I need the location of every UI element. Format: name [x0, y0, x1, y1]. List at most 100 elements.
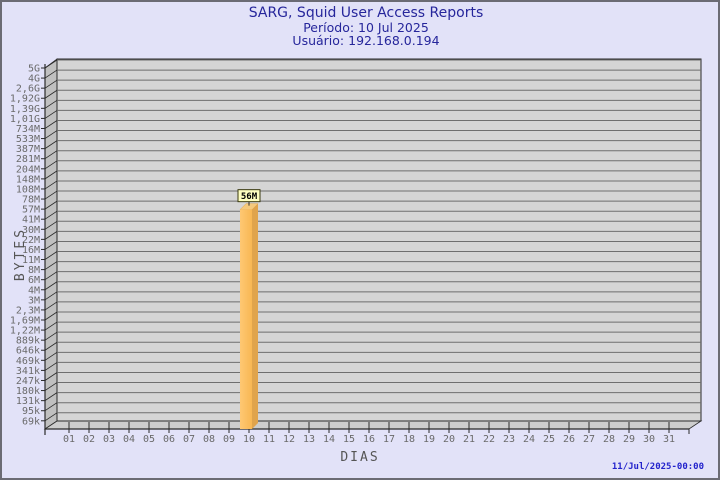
y-tick-connector [44, 69, 58, 79]
y-tick-connector [44, 200, 58, 210]
y-tick-label: 22M [22, 235, 40, 246]
x-tick-label: 16 [363, 434, 375, 445]
report-title: SARG, Squid User Access Reports [248, 5, 484, 21]
y-tick-label: 78M [22, 195, 40, 206]
y-tick-connector [44, 372, 58, 381]
y-tick-connector [44, 130, 58, 139]
chart-panel [56, 58, 702, 422]
y-tick-connector [44, 271, 58, 281]
y-tick-label: 1,92G [10, 94, 40, 105]
y-tick-label: 5G [28, 64, 40, 75]
y-tick-label: 281M [16, 154, 40, 165]
x-tick-label: 24 [523, 434, 535, 445]
x-axis-title: DIAS [340, 450, 379, 465]
y-tick-connector [44, 392, 58, 401]
x-tick-label: 18 [403, 434, 415, 445]
y-tick-connector [44, 110, 58, 119]
y-tick-label: 247k [16, 376, 40, 387]
x-tick-label: 01 [63, 434, 75, 445]
y-tick-label: 2,3M [16, 305, 40, 316]
y-tick-connector [44, 251, 58, 260]
y-tick-label: 6M [28, 275, 40, 286]
y-tick-label: 131k [16, 396, 40, 407]
x-tick-label: 04 [123, 434, 135, 445]
y-tick-label: 57M [22, 205, 40, 216]
y-tick-label: 533M [16, 134, 40, 145]
y-tick-label: 69k [22, 416, 40, 427]
y-tick-connector [44, 341, 58, 351]
y-tick-label: 1,01G [10, 114, 40, 125]
x-tick-label: 25 [543, 434, 555, 445]
y-tick-connector [44, 120, 58, 129]
y-tick-label: 204M [16, 164, 40, 175]
x-tick-label: 03 [103, 434, 115, 445]
x-tick-label: 17 [383, 434, 395, 445]
y-tick-connector [44, 241, 58, 250]
x-tick-label: 22 [483, 434, 495, 445]
x-tick-label: 30 [643, 434, 655, 445]
x-tick-label: 13 [303, 434, 315, 445]
y-tick-connector [44, 231, 58, 240]
y-tick-label: 341k [16, 366, 40, 377]
y-tick-label: 108M [16, 184, 40, 195]
y-tick-connector [44, 321, 58, 331]
y-tick-connector [44, 170, 58, 180]
x-tick-label: 11 [263, 434, 275, 445]
x-tick-label: 02 [83, 434, 95, 445]
y-tick-label: 8M [28, 265, 40, 276]
x-tick-label: 15 [343, 434, 355, 445]
y-tick-connector [44, 79, 58, 89]
y-tick-label: 1,39G [10, 104, 40, 115]
y-tick-connector [44, 190, 58, 200]
y-tick-label: 1,69M [10, 316, 40, 327]
y-tick-label: 734M [16, 124, 40, 135]
x-tick-label: 14 [323, 434, 335, 445]
report-header: SARG, Squid User Access Reports Período:… [14, 5, 718, 48]
x-tick-label: 12 [283, 434, 295, 445]
report-period: Período: 10 Jul 2025 [303, 20, 429, 35]
y-tick-connector [44, 59, 58, 69]
x-tick-label: 20 [443, 434, 455, 445]
y-tick-connector [44, 331, 58, 341]
y-tick-connector [44, 210, 58, 220]
chart-floor [43, 420, 703, 430]
y-tick-label: 4M [28, 285, 40, 296]
x-tick-label: 26 [563, 434, 575, 445]
y-tick-label: 3M [28, 295, 40, 306]
y-tick-connector [44, 402, 58, 412]
x-tick-label: 19 [423, 434, 435, 445]
y-tick-connector [44, 89, 58, 99]
y-tick-connector [44, 382, 58, 391]
y-tick-label: 16M [22, 245, 40, 256]
y-tick-label: 95k [22, 406, 40, 417]
x-tick-label: 21 [463, 434, 475, 445]
x-tick-label: 28 [603, 434, 615, 445]
report-user: Usuário: 192.168.0.194 [292, 33, 440, 48]
y-tick-label: 148M [16, 174, 40, 185]
x-tick-label: 05 [143, 434, 155, 445]
y-tick-label: 4G [28, 74, 40, 85]
bar-value-annotation-box [237, 189, 261, 203]
y-tick-connector [44, 362, 58, 371]
y-tick-label: 30M [22, 225, 40, 236]
x-tick-label: 29 [623, 434, 635, 445]
y-tick-connector [44, 140, 58, 149]
x-tick-label: 23 [503, 434, 515, 445]
y-tick-connector [44, 281, 58, 291]
x-tick-label: 07 [183, 434, 195, 445]
y-tick-label: 180k [16, 386, 40, 397]
y-tick-label: 387M [16, 144, 40, 155]
y-tick-label: 11M [22, 255, 40, 266]
x-tick-label: 08 [203, 434, 215, 445]
y-tick-label: 1,22M [10, 326, 40, 337]
x-tick-label: 27 [583, 434, 595, 445]
y-tick-label: 41M [22, 215, 40, 226]
y-tick-connector [44, 412, 58, 422]
x-tick-label: 06 [163, 434, 175, 445]
y-axis-title: BYTES [13, 227, 28, 281]
y-tick-connector [44, 160, 58, 170]
report-timestamp: 11/Jul/2025-00:00 [611, 462, 704, 472]
y-tick-connector [44, 351, 58, 361]
